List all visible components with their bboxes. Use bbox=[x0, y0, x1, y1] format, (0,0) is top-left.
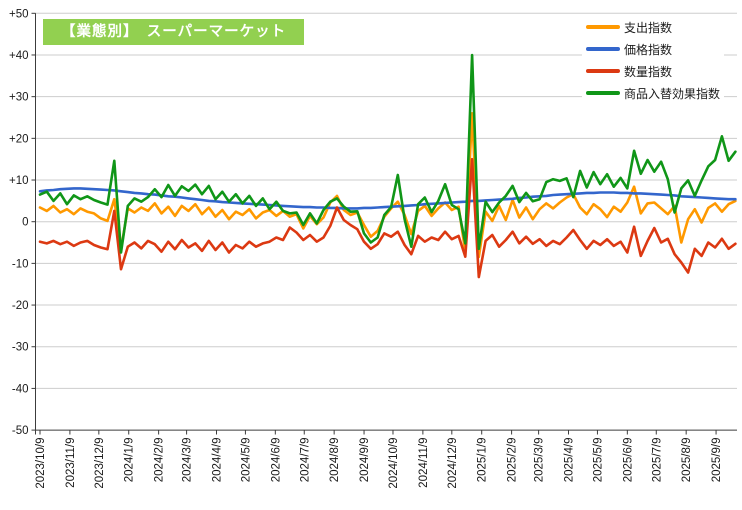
y-tick-label: +40 bbox=[9, 50, 29, 62]
legend-label-3: 商品入替効果指数 bbox=[624, 86, 721, 101]
x-tick-label: 2023/10/9 bbox=[35, 438, 47, 489]
x-tick-label: 2024/1/9 bbox=[124, 438, 136, 483]
y-tick-label: +50 bbox=[9, 8, 29, 20]
legend-item-0: 支出指数 bbox=[586, 19, 720, 35]
legend-label-0: 支出指数 bbox=[624, 20, 673, 35]
series-line-2 bbox=[38, 157, 737, 279]
y-tick-label: -10 bbox=[12, 258, 29, 270]
x-tick-label: 2024/3/9 bbox=[182, 438, 194, 483]
x-tick-label: 2025/3/9 bbox=[534, 438, 546, 483]
series-line-1 bbox=[38, 187, 737, 210]
y-tick-label: 0 bbox=[22, 217, 28, 229]
x-tick-label: 2024/2/9 bbox=[154, 438, 166, 483]
x-tick-label: 2024/9/9 bbox=[359, 438, 371, 483]
x-tick-label: 2024/5/9 bbox=[240, 438, 252, 483]
legend: 支出指数価格指数数量指数商品入替効果指数 bbox=[582, 17, 725, 105]
x-tick-label: 2023/12/9 bbox=[94, 438, 106, 489]
legend-swatch-0 bbox=[586, 25, 620, 29]
legend-swatch-3 bbox=[586, 91, 620, 95]
x-tick-label: 2024/7/9 bbox=[299, 438, 311, 483]
y-tick-label: -30 bbox=[12, 342, 29, 354]
y-tick-label: +20 bbox=[9, 133, 29, 145]
chart-title: 【業態別】 スーパーマーケット bbox=[43, 19, 305, 45]
x-tick-label: 2024/12/9 bbox=[447, 438, 459, 489]
x-tick-label: 2024/6/9 bbox=[270, 438, 282, 483]
x-tick-label: 2025/9/9 bbox=[711, 438, 723, 483]
y-tick-label: -20 bbox=[12, 300, 29, 312]
y-tick-label: +30 bbox=[9, 92, 29, 104]
x-tick-label: 2025/4/9 bbox=[564, 438, 576, 483]
x-tick-label: 2023/11/9 bbox=[65, 438, 77, 488]
legend-label-1: 価格指数 bbox=[624, 42, 673, 57]
x-tick-label: 2025/2/9 bbox=[507, 438, 519, 483]
legend-swatch-2 bbox=[586, 69, 620, 73]
x-tick-label: 2025/5/9 bbox=[592, 438, 604, 483]
x-tick-label: 2024/10/9 bbox=[388, 438, 400, 489]
x-tick-label: 2025/6/9 bbox=[622, 438, 634, 483]
legend-item-2: 数量指数 bbox=[586, 63, 720, 79]
legend-item-3: 商品入替効果指数 bbox=[586, 85, 720, 101]
legend-swatch-1 bbox=[586, 47, 620, 51]
x-tick-label: 2024/11/9 bbox=[418, 438, 430, 488]
y-tick-label: +10 bbox=[9, 175, 29, 187]
legend-label-2: 数量指数 bbox=[624, 64, 673, 79]
x-tick-label: 2024/8/9 bbox=[329, 438, 341, 483]
x-tick-label: 2025/1/9 bbox=[477, 437, 489, 482]
x-tick-label: 2024/4/9 bbox=[211, 438, 223, 483]
series-line-3 bbox=[38, 53, 737, 254]
legend-item-1: 価格指数 bbox=[586, 41, 720, 57]
x-tick-label: 2025/7/9 bbox=[651, 438, 663, 483]
x-tick-label: 2025/8/9 bbox=[681, 438, 693, 483]
y-tick-label: -40 bbox=[12, 383, 29, 395]
y-tick-label: -50 bbox=[12, 425, 29, 437]
